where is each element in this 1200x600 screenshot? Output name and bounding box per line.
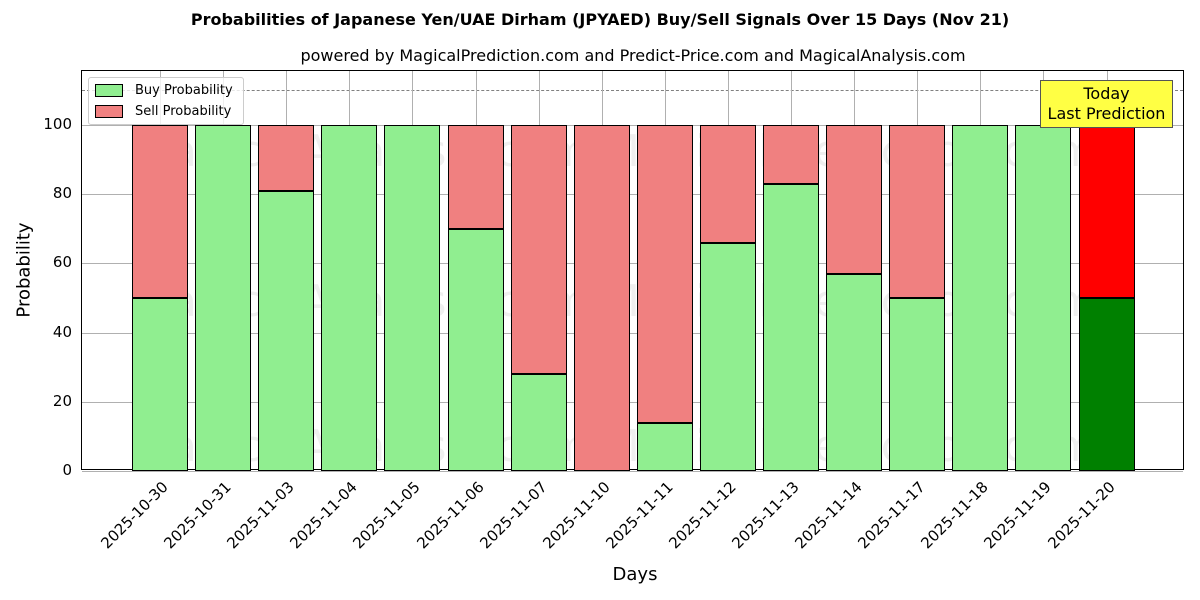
- chart-title: Probabilities of Japanese Yen/UAE Dirham…: [190, 10, 1010, 29]
- y-axis-label: Probability: [13, 222, 35, 318]
- buy-bar: [826, 273, 883, 471]
- sell-bar: [447, 125, 504, 229]
- y-tick-label: 20: [52, 391, 72, 410]
- sell-bar: [763, 125, 819, 184]
- annotation-line-1: Today: [1083, 84, 1130, 103]
- legend-item-buy: Buy Probability: [95, 83, 233, 98]
- legend-item-sell: Sell Probability: [95, 104, 231, 119]
- buy-bar: [321, 125, 378, 471]
- y-tick-label: 40: [52, 322, 72, 341]
- buy-bar: [447, 228, 504, 471]
- y-tick-label: 0: [62, 461, 72, 479]
- buy-bar: [699, 242, 756, 471]
- gridline-h: [82, 263, 1183, 265]
- buy-bar: [952, 125, 1009, 471]
- today-annotation: Today Last Prediction: [1040, 80, 1173, 128]
- buy-bar: [195, 125, 252, 471]
- buy-bar: [1078, 298, 1135, 471]
- sell-bar: [258, 125, 315, 191]
- sell-swatch: [95, 105, 123, 118]
- y-tick-label: 60: [52, 253, 72, 272]
- y-tick-label: 80: [52, 184, 72, 203]
- sell-bar: [1078, 125, 1135, 298]
- sell-bar: [132, 125, 188, 298]
- plot-area: MagicalAnalysis.comMagicalPrediction.com…: [81, 70, 1184, 472]
- buy-bar: [510, 374, 567, 471]
- y-tick-label: 100: [43, 115, 72, 133]
- legend-buy-label: Buy Probability: [135, 83, 233, 98]
- gridline-h: [82, 125, 1183, 126]
- buy-bar: [384, 125, 441, 471]
- sell-bar: [699, 125, 756, 243]
- annotation-line-2: Last Prediction: [1047, 104, 1166, 123]
- sell-bar: [510, 125, 567, 375]
- buy-bar: [132, 298, 188, 471]
- sell-bar: [573, 125, 630, 471]
- x-axis-label: Days: [612, 564, 658, 585]
- buy-bar: [636, 422, 693, 471]
- buy-bar: [1015, 125, 1072, 471]
- legend-sell-label: Sell Probability: [135, 104, 232, 119]
- sell-bar: [826, 125, 883, 274]
- buy-bar: [258, 190, 315, 471]
- buy-bar: [763, 183, 819, 471]
- legend: Buy Probability Sell Probability: [88, 77, 244, 125]
- gridline-h: [82, 401, 1183, 403]
- sell-bar: [889, 125, 946, 298]
- chart-subtitle: powered by MagicalPrediction.com and Pre…: [300, 46, 966, 65]
- buy-swatch: [95, 84, 123, 97]
- gridline-h: [82, 332, 1183, 334]
- reference-line: [82, 90, 1183, 91]
- sell-bar: [636, 125, 693, 423]
- gridline-h: [82, 194, 1183, 196]
- gridline-h: [82, 471, 1183, 472]
- buy-bar: [889, 298, 946, 471]
